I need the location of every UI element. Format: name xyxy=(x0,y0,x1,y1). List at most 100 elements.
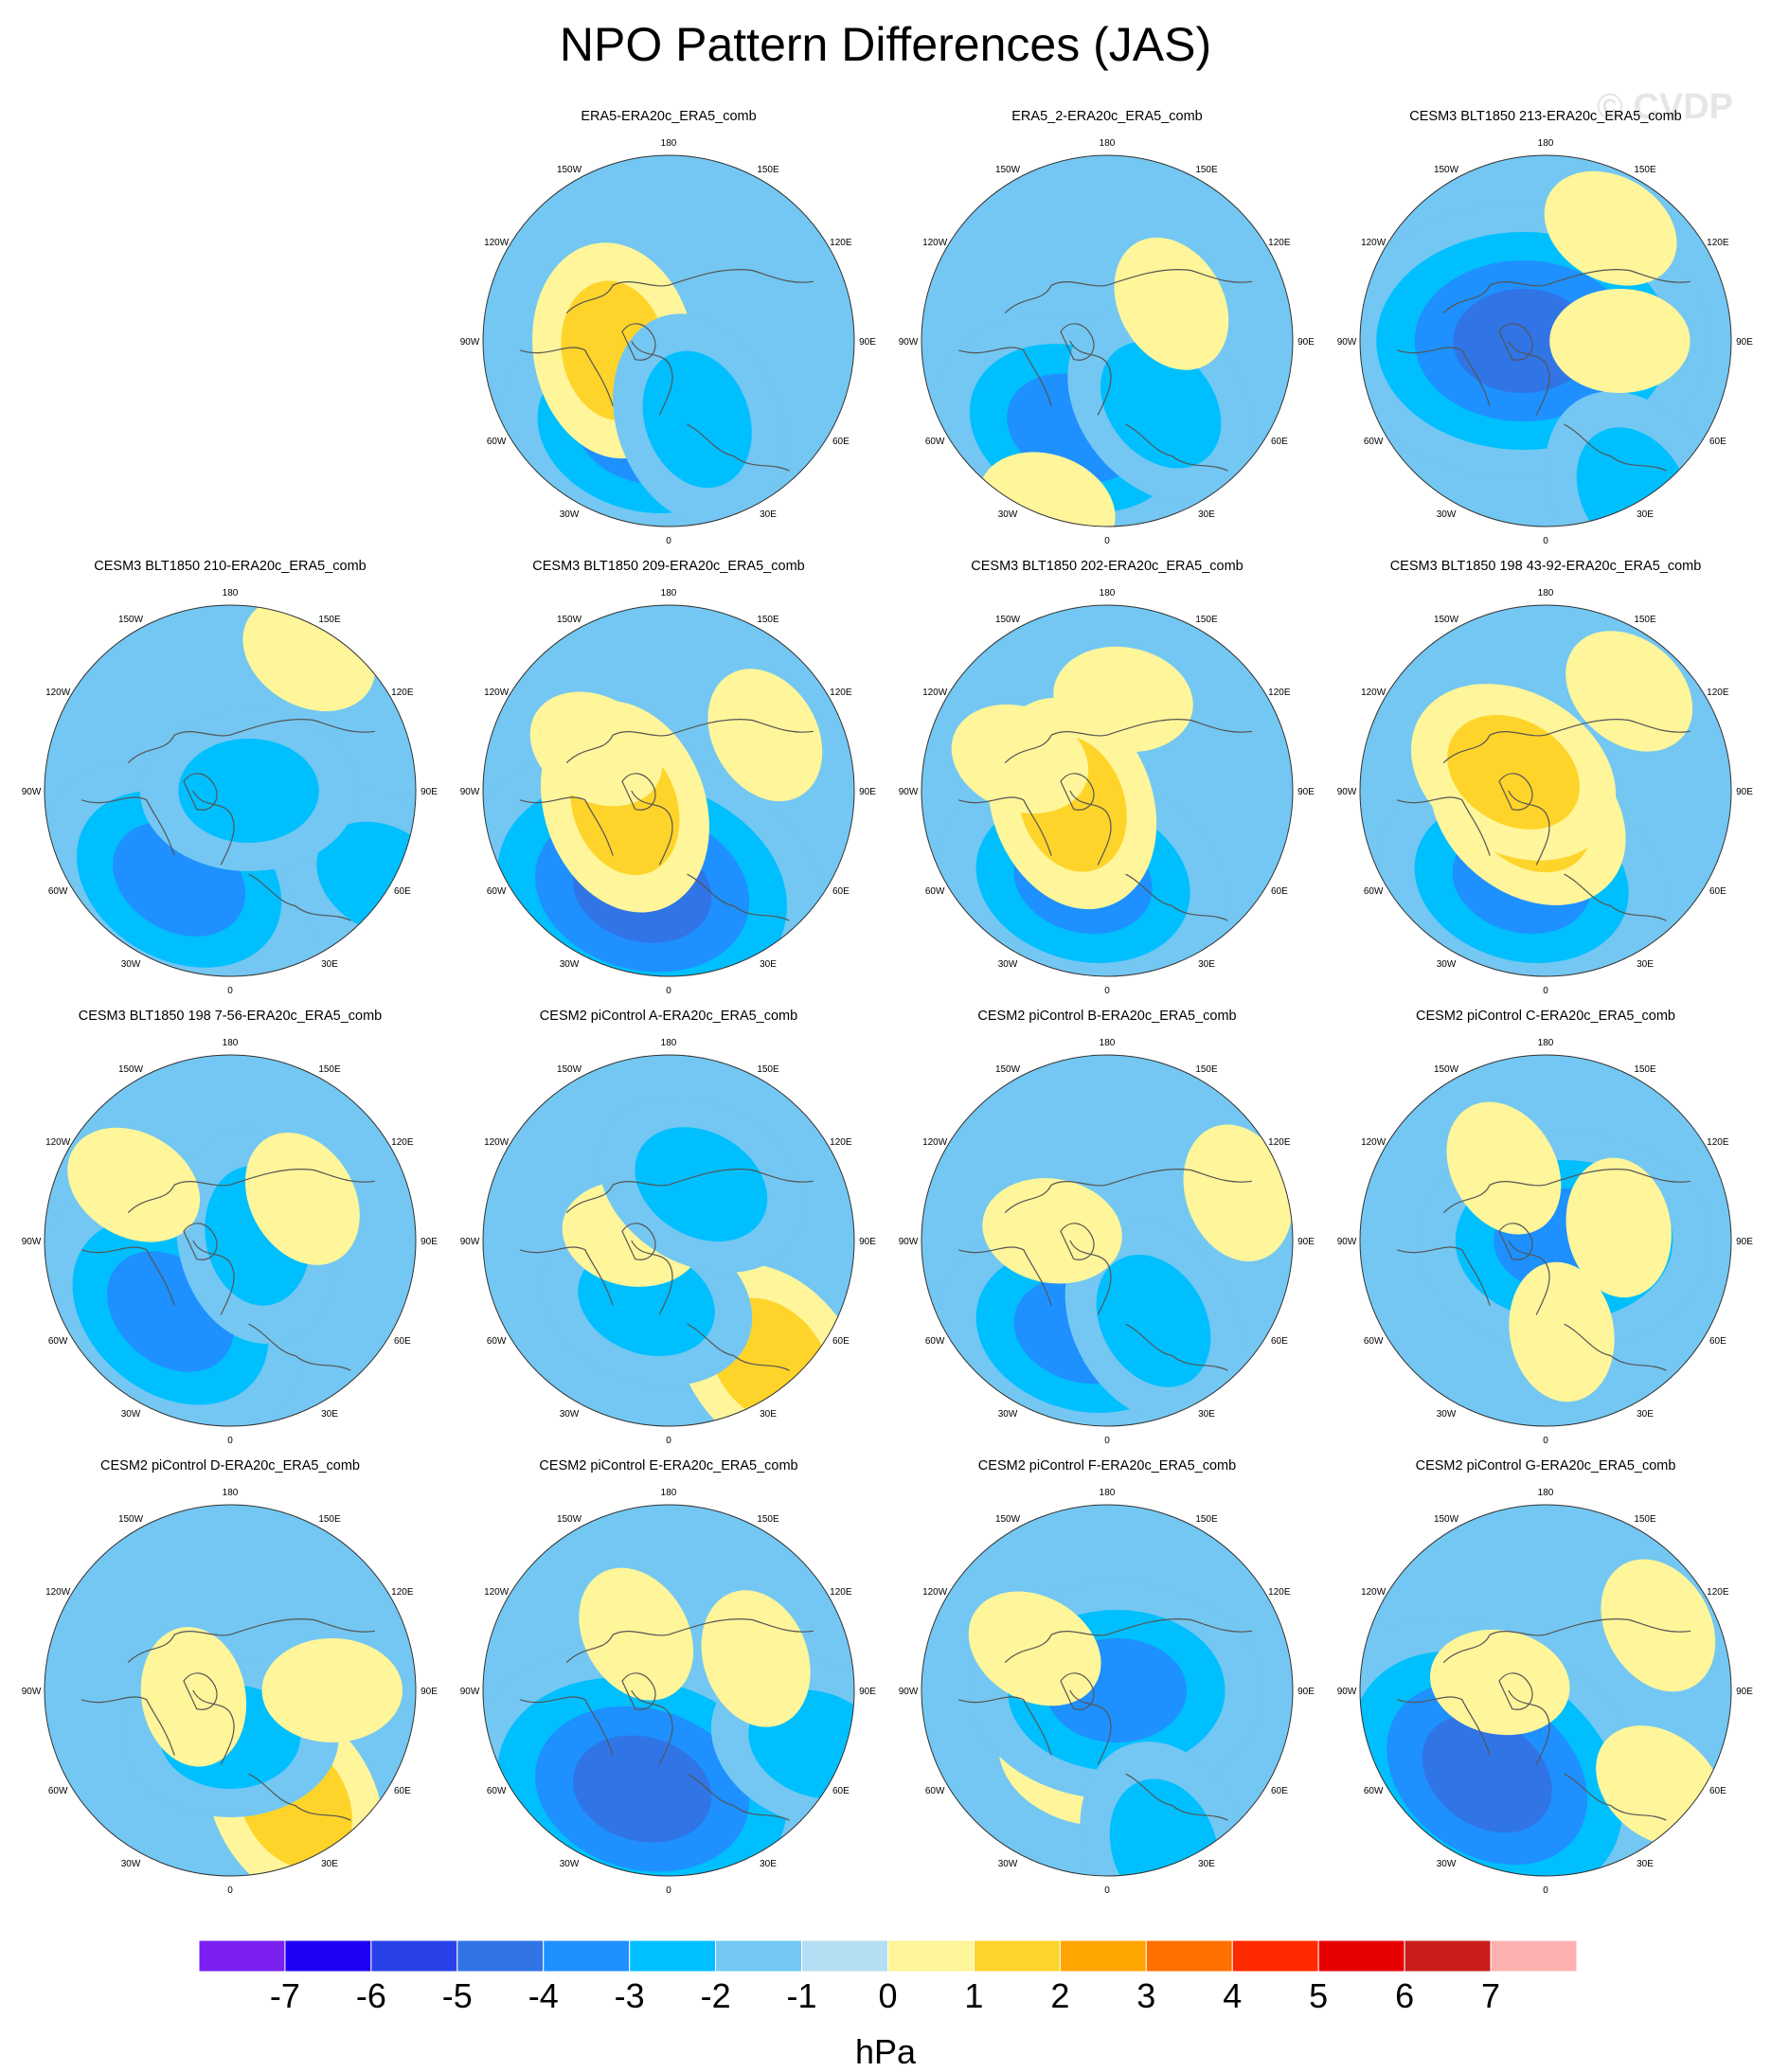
longitude-label: 180 xyxy=(661,588,677,598)
negative-anomaly-contour xyxy=(316,821,416,937)
longitude-label: 60W xyxy=(487,886,507,897)
longitude-label: 150E xyxy=(1195,1514,1218,1525)
longitude-label: 30W xyxy=(121,1859,141,1869)
longitude-label: 150E xyxy=(1195,165,1218,175)
longitude-label: 180 xyxy=(1538,1038,1554,1048)
panel-title: CESM2 piControl A-ERA20c_ERA5_comb xyxy=(540,1009,797,1024)
longitude-label: 60W xyxy=(48,886,68,897)
map-border xyxy=(1359,1054,1732,1427)
map-panel: CESM2 piControl G-ERA20c_ERA5_comb 180 150… xyxy=(1337,1458,1754,1896)
longitude-label: 180 xyxy=(1100,138,1116,149)
longitude-label: 150W xyxy=(1434,1514,1459,1525)
longitude-label: 0 xyxy=(227,1885,233,1896)
longitude-label: 90W xyxy=(460,1687,480,1697)
longitude-label: 90E xyxy=(859,337,876,348)
panel-title: CESM3 BLT1850 202-ERA20c_ERA5_comb xyxy=(971,559,1243,574)
coastline xyxy=(1397,719,1690,921)
longitude-label: 0 xyxy=(666,986,671,996)
longitude-label: 120W xyxy=(1361,238,1386,248)
longitude-label: 180 xyxy=(223,1038,239,1048)
longitude-label: 120E xyxy=(1707,688,1729,698)
longitude-label: 60E xyxy=(394,886,411,897)
map-border xyxy=(482,154,855,527)
longitude-label: 60W xyxy=(1364,886,1384,897)
negative-anomaly-contour xyxy=(635,1127,768,1241)
coastline xyxy=(958,1169,1252,1371)
longitude-label: 90W xyxy=(899,787,919,797)
longitude-label: 30E xyxy=(1198,959,1215,970)
longitude-label: 30W xyxy=(1437,1859,1457,1869)
map-panel: CESM2 piControl C-ERA20c_ERA5_comb 180 150… xyxy=(1337,1009,1754,1446)
map-panel: CESM3 BLT1850 210-ERA20c_ERA5_comb 180 150… xyxy=(22,559,438,996)
longitude-label: 60E xyxy=(394,1336,411,1347)
map-panel: CESM3 BLT1850 209-ERA20c_ERA5_comb 180 150… xyxy=(460,559,877,996)
longitude-label: 30W xyxy=(560,959,580,970)
longitude-label: 60W xyxy=(925,1336,945,1347)
positive-anomaly-contour xyxy=(261,1638,403,1742)
map-panel: ERA5-ERA20c_ERA5_comb 180 150E 120E 90E 60E 30… xyxy=(460,109,877,546)
longitude-label: 60E xyxy=(832,437,850,447)
longitude-label: 90W xyxy=(1337,1237,1357,1247)
longitude-label: 60W xyxy=(1364,1336,1384,1347)
longitude-label: 90W xyxy=(460,337,480,348)
positive-anomaly-contour xyxy=(1114,237,1229,370)
positive-anomaly-contour xyxy=(529,691,663,807)
coastline xyxy=(520,269,814,472)
longitude-label: 90E xyxy=(1297,1237,1315,1247)
longitude-label: 150W xyxy=(557,165,582,175)
longitude-label: 180 xyxy=(1100,588,1116,598)
longitude-label: 30W xyxy=(1437,509,1457,520)
positive-anomaly-contour xyxy=(1549,289,1690,393)
longitude-label: 90E xyxy=(1297,787,1315,797)
longitude-label: 60W xyxy=(925,1786,945,1796)
longitude-label: 30W xyxy=(998,959,1018,970)
longitude-label: 150E xyxy=(757,615,779,625)
map-border xyxy=(482,1504,855,1877)
longitude-label: 120W xyxy=(922,238,948,248)
longitude-label: 120E xyxy=(830,1137,852,1148)
longitude-label: 90E xyxy=(1297,337,1315,348)
longitude-label: 180 xyxy=(661,138,677,149)
panel-title: ERA5_2-ERA20c_ERA5_comb xyxy=(1011,109,1203,124)
longitude-label: 150E xyxy=(1634,615,1656,625)
longitude-label: 90W xyxy=(460,1237,480,1247)
coastline xyxy=(1397,1169,1690,1371)
positive-anomaly-contour xyxy=(140,1627,247,1767)
longitude-label: 60E xyxy=(832,1336,850,1347)
longitude-label: 0 xyxy=(666,1885,671,1896)
longitude-label: 120W xyxy=(484,1137,510,1148)
longitude-label: 120W xyxy=(922,1137,948,1148)
longitude-label: 150W xyxy=(995,1514,1021,1525)
longitude-label: 150W xyxy=(118,615,144,625)
longitude-label: 120E xyxy=(1268,1137,1291,1148)
longitude-label: 120E xyxy=(391,1587,414,1598)
coastline xyxy=(1397,1618,1690,1821)
positive-anomaly-contour xyxy=(1447,715,1580,830)
longitude-label: 90E xyxy=(1736,1237,1753,1247)
longitude-label: 120W xyxy=(1361,1137,1386,1148)
longitude-label: 150E xyxy=(318,615,341,625)
positive-anomaly-contour xyxy=(67,1127,201,1242)
longitude-label: 30W xyxy=(121,1409,141,1420)
longitude-label: 30E xyxy=(760,1409,777,1420)
longitude-label: 150E xyxy=(1195,615,1218,625)
longitude-label: 120E xyxy=(1707,1587,1729,1598)
longitude-label: 90W xyxy=(1337,337,1357,348)
longitude-label: 180 xyxy=(223,588,239,598)
longitude-label: 60E xyxy=(1271,437,1288,447)
longitude-label: 150E xyxy=(318,1064,341,1075)
longitude-label: 30E xyxy=(1198,1859,1215,1869)
positive-anomaly-contour xyxy=(968,1591,1101,1706)
longitude-label: 0 xyxy=(1104,1436,1110,1446)
longitude-label: 60W xyxy=(925,886,945,897)
longitude-label: 0 xyxy=(1543,536,1548,546)
longitude-label: 30E xyxy=(760,959,777,970)
coastline xyxy=(81,1618,375,1821)
longitude-label: 150E xyxy=(1634,1064,1656,1075)
longitude-label: 60W xyxy=(487,1786,507,1796)
map-border xyxy=(1359,1504,1732,1877)
longitude-label: 90E xyxy=(420,787,438,797)
negative-anomaly-contour xyxy=(642,350,752,489)
longitude-label: 90W xyxy=(22,1237,42,1247)
